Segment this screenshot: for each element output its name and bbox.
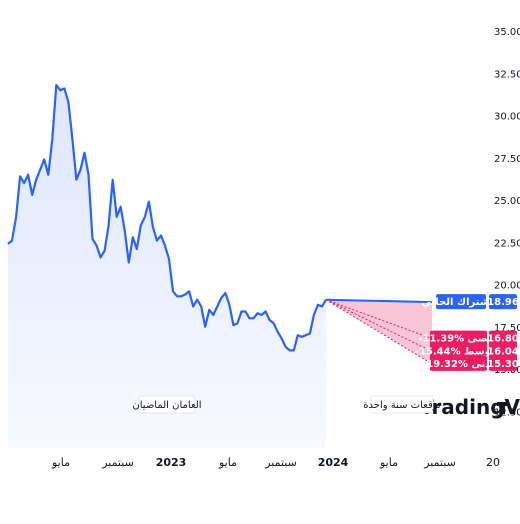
x-tick-label: 20 <box>486 456 500 469</box>
forecast-high-value-pill <box>489 330 517 346</box>
current-value-pill <box>489 294 517 310</box>
y-tick-label: 20.00 <box>494 281 520 292</box>
forecast-low-value-pill <box>489 355 517 371</box>
x-tick-label: سبتمبر <box>264 456 297 469</box>
y-tick-label: 30.00 <box>494 112 520 123</box>
past-period-label: العامان الماضيان <box>132 400 201 411</box>
y-tick-label: 22.50 <box>494 238 520 249</box>
x-tick-label: 2024 <box>318 456 349 469</box>
y-tick-label: 17.50 <box>494 323 520 334</box>
y-tick-label: 35.00 <box>494 27 520 38</box>
x-tick-label: 2023 <box>156 456 187 469</box>
tradingview-logo: TradingView <box>420 395 520 419</box>
forecast-period-label: توقعات سنة واحدة <box>363 400 441 411</box>
forecast-low-label: -19.32% أدنى <box>422 357 494 370</box>
forecast-avg-value-pill <box>489 343 517 359</box>
forecast-low-value: 15.30 <box>487 359 519 370</box>
current-label-text: الاشتراك الحالي <box>421 297 500 308</box>
x-axis: مايو سبتمبر 2023 مايو سبتمبر 2024 مايو سبتمبر 20 <box>51 456 500 469</box>
x-tick-label: مايو <box>379 456 398 469</box>
forecast-cone <box>326 299 432 364</box>
current-label-pill <box>436 294 486 310</box>
price-line <box>7 84 327 352</box>
forecast-period-label-box: توقعات سنة واحدة <box>363 395 441 414</box>
price-line-layer <box>7 84 327 352</box>
y-tick-label: 25.00 <box>494 196 520 207</box>
forecast-area <box>325 298 433 365</box>
forecast-low-pill <box>430 355 487 371</box>
x-tick-label: سبتمبر <box>423 456 456 469</box>
forecast-avg-label: -15.44% متوسط <box>415 346 501 357</box>
forecast-low-line <box>325 299 433 365</box>
y-tick-label: 32.50 <box>494 69 520 80</box>
x-tick-label: مايو <box>218 456 237 469</box>
current-value-line <box>325 298 433 304</box>
y-tick-label: 27.50 <box>494 154 520 165</box>
y-tick-label: 12.50 <box>494 407 520 418</box>
price-area-fill <box>8 85 326 448</box>
forecast-avg-value: 16.04 <box>487 346 519 357</box>
x-tick-label: سبتمبر <box>101 456 134 469</box>
tv-mark-icon <box>497 402 509 414</box>
forecast-high-value: 16.80 <box>487 334 519 345</box>
forecast-high-pill <box>430 330 487 346</box>
past-period-label-box: العامان الماضيان <box>132 395 202 414</box>
price-area <box>8 85 326 448</box>
forecast-avg-pill <box>430 343 487 359</box>
forecast-high-label: -11.39% أقصى <box>418 332 497 345</box>
current-value-text: 18.96 <box>487 297 519 308</box>
x-tick-label: مايو <box>51 456 70 469</box>
forecast-high-line <box>325 299 433 340</box>
